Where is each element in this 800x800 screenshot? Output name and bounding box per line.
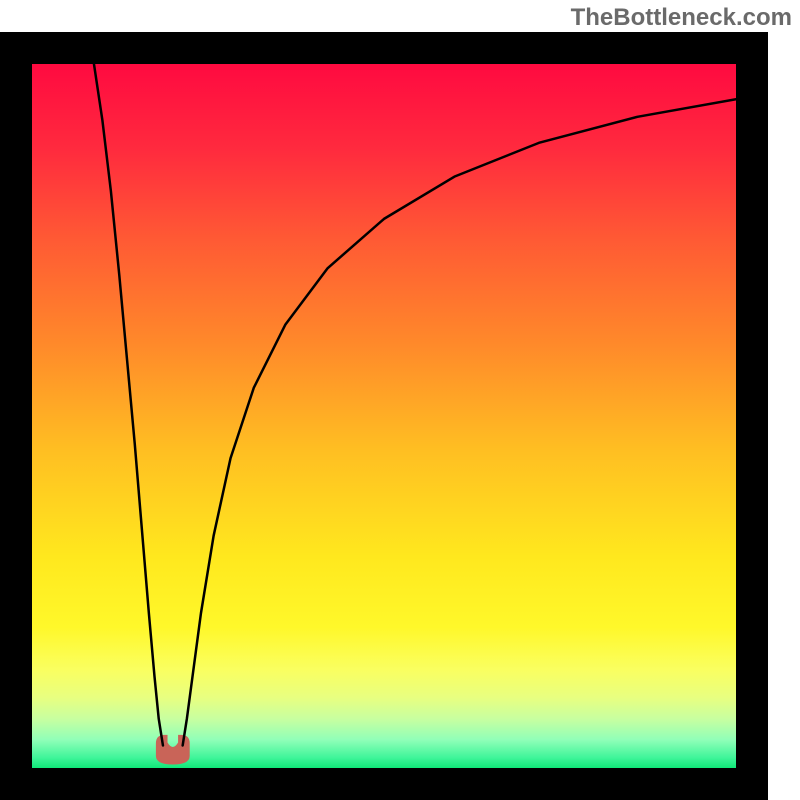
chart-container: TheBottleneck.com <box>0 0 800 800</box>
bottleneck-curve-chart <box>0 0 800 800</box>
watermark-text: TheBottleneck.com <box>571 4 792 32</box>
chart-plot-area <box>32 64 736 768</box>
